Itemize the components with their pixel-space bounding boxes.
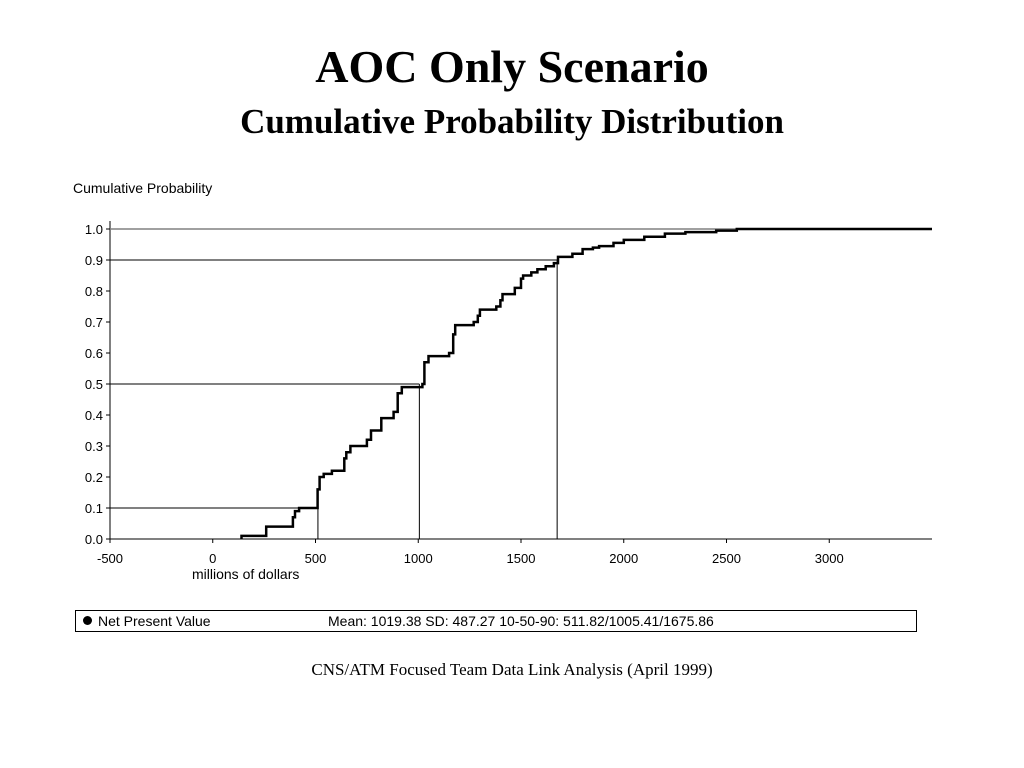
y-tick-label: 0.5 xyxy=(85,377,103,392)
x-tick-label: 500 xyxy=(305,551,327,566)
x-tick-label: 3000 xyxy=(815,551,844,566)
footer-caption: CNS/ATM Focused Team Data Link Analysis … xyxy=(311,660,713,679)
x-tick-label: 2500 xyxy=(712,551,741,566)
y-tick-label: 0.8 xyxy=(85,284,103,299)
y-tick-label: 0.6 xyxy=(85,346,103,361)
cdf-step-line xyxy=(240,227,932,539)
x-tick-label: 1500 xyxy=(507,551,536,566)
y-axis-label: Cumulative Probability xyxy=(73,180,212,196)
y-tick-label: 1.0 xyxy=(85,222,103,237)
y-tick-label: 0.1 xyxy=(85,501,103,516)
page-title: AOC Only Scenario xyxy=(315,41,709,92)
legend-marker-icon xyxy=(83,616,92,625)
y-tick-label: 0.9 xyxy=(85,253,103,268)
x-tick-label: -500 xyxy=(97,551,123,566)
x-tick-label: 2000 xyxy=(609,551,638,566)
legend-box: Net Present Value Mean: 1019.38 SD: 487.… xyxy=(75,610,917,632)
cdf-chart: Cumulative Probability millions of dolla… xyxy=(73,180,932,582)
x-tick-label: 1000 xyxy=(404,551,433,566)
y-tick-label: 0.3 xyxy=(85,439,103,454)
legend-series-name: Net Present Value xyxy=(98,613,211,629)
y-tick-label: 0.4 xyxy=(85,408,103,423)
page-subtitle: Cumulative Probability Distribution xyxy=(240,102,784,141)
x-axis-label: millions of dollars xyxy=(192,566,299,582)
y-tick-label: 0.2 xyxy=(85,470,103,485)
y-tick-label: 0.0 xyxy=(85,532,103,547)
legend-statistics: Mean: 1019.38 SD: 487.27 10-50-90: 511.8… xyxy=(328,613,714,629)
y-tick-label: 0.7 xyxy=(85,315,103,330)
x-tick-label: 0 xyxy=(209,551,216,566)
